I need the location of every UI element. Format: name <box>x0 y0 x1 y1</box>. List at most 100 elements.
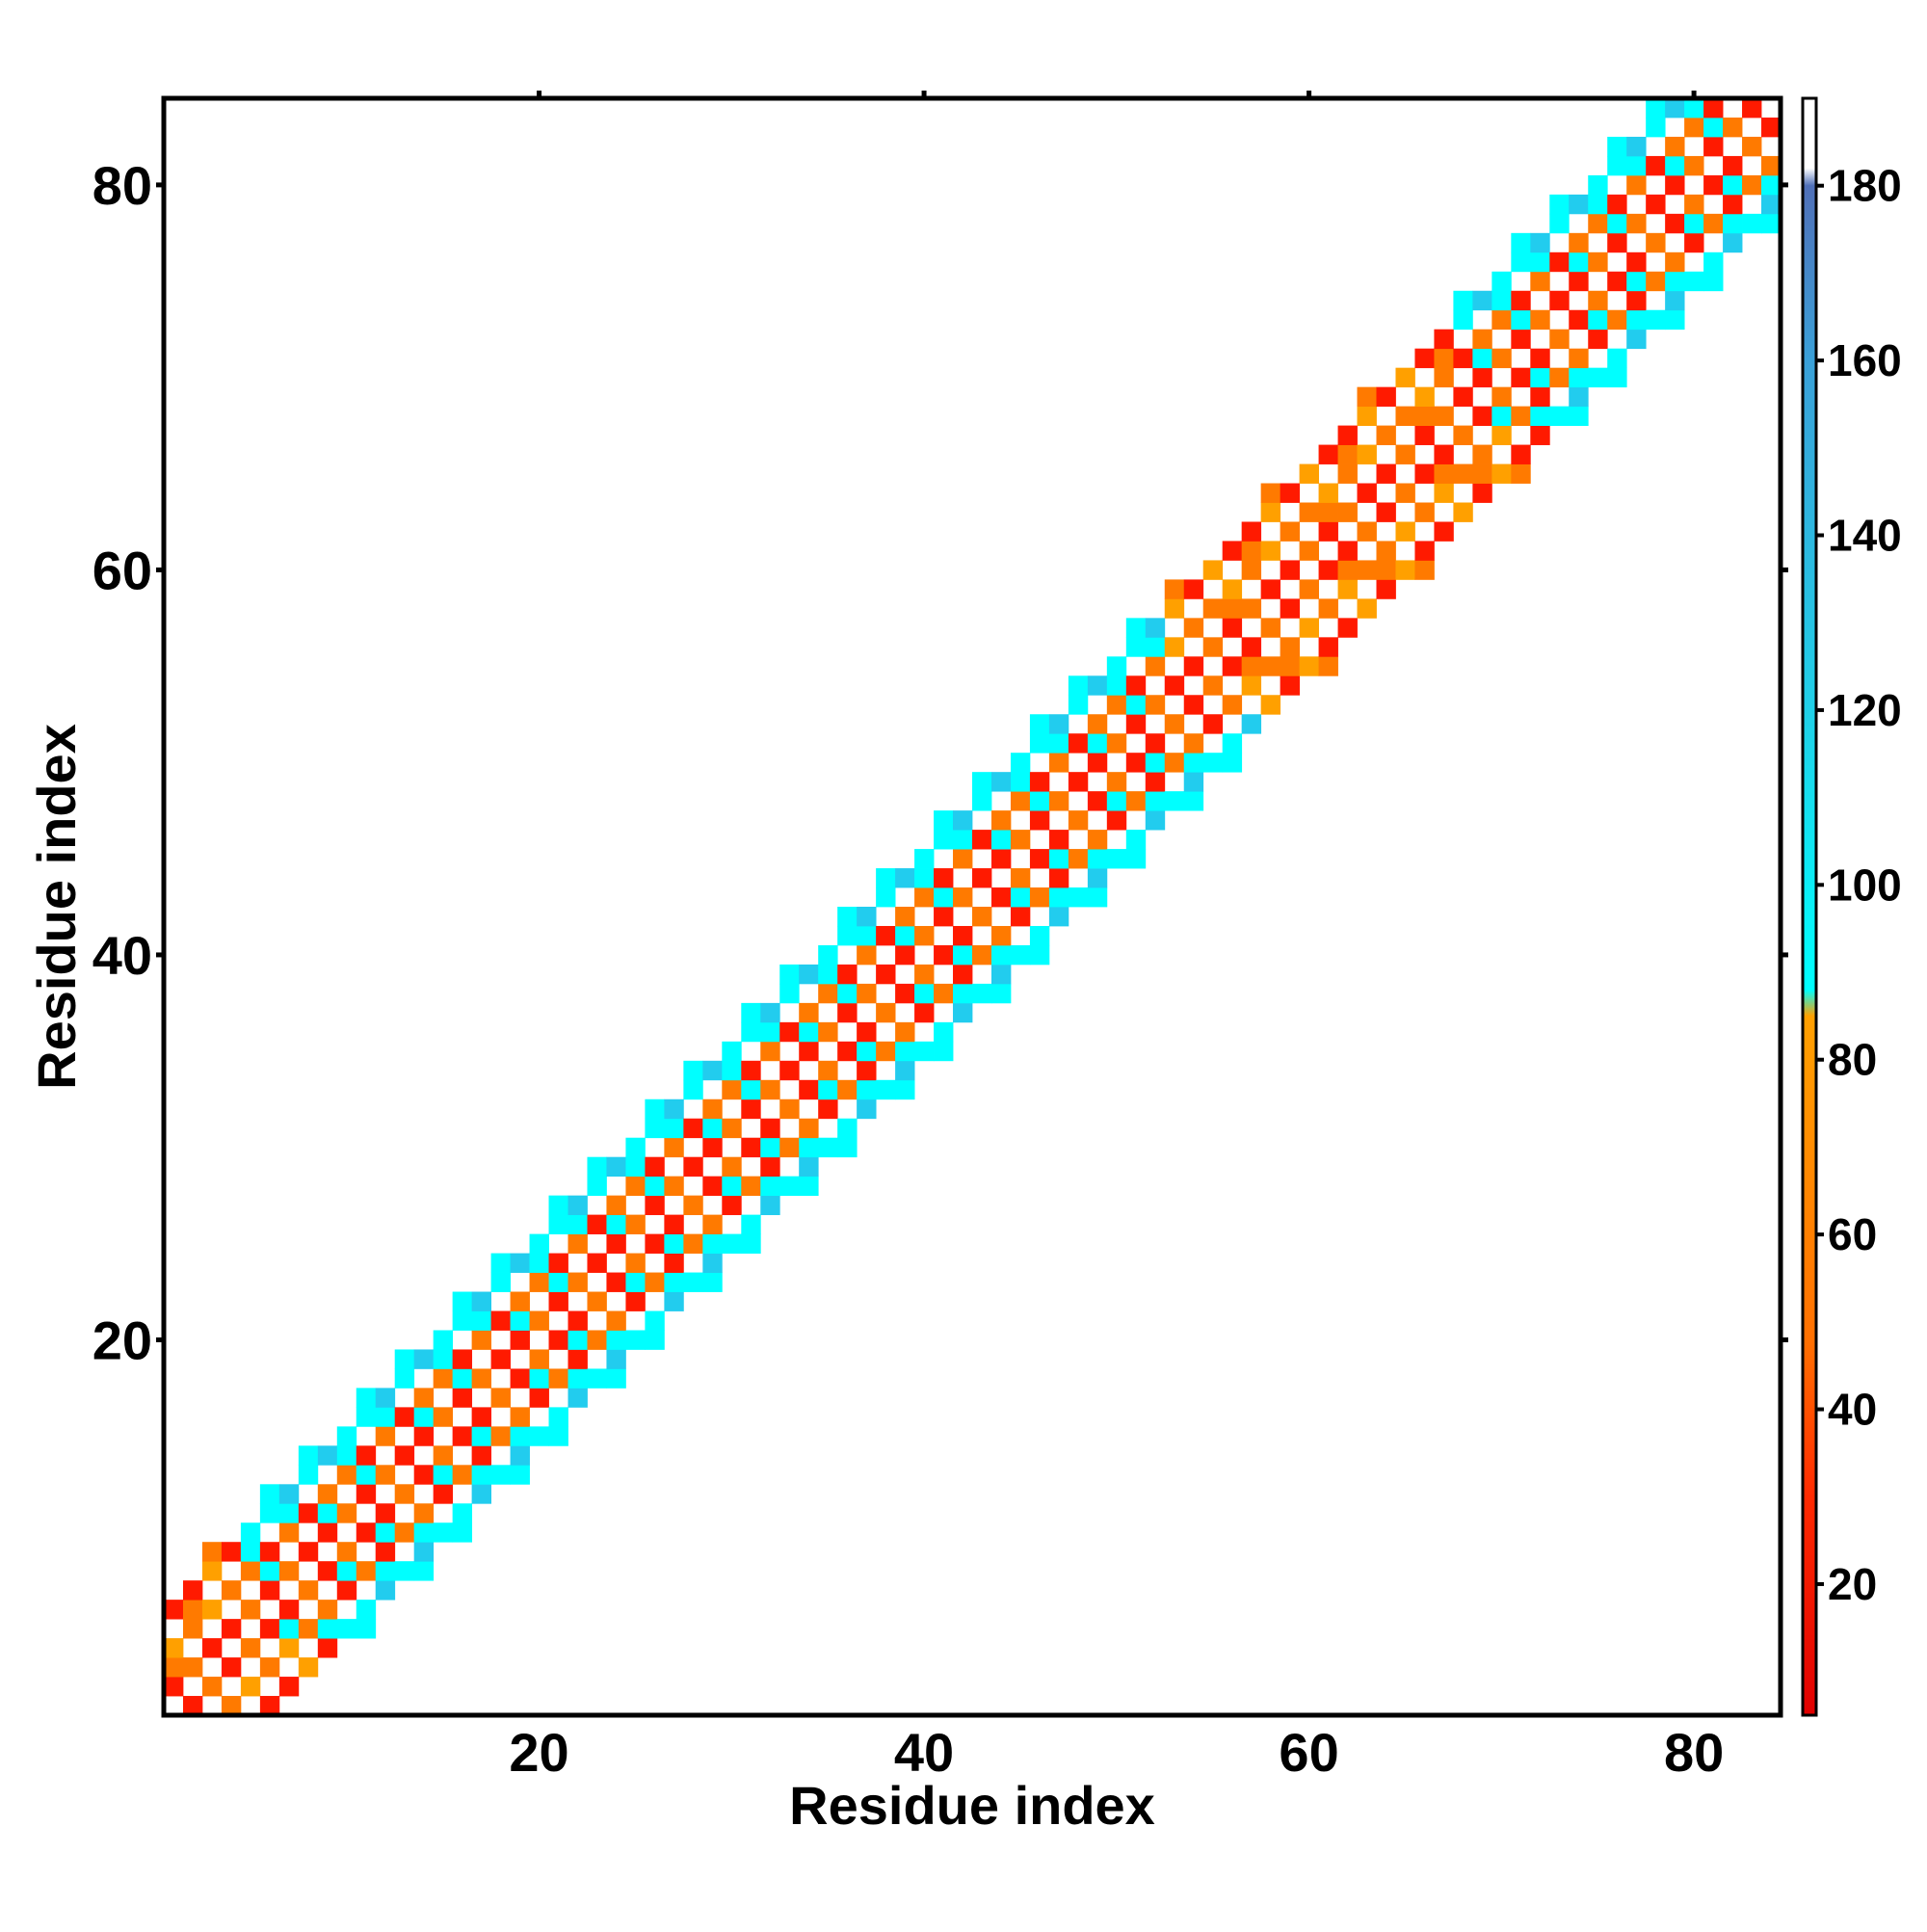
heatmap-cell <box>298 1580 319 1601</box>
heatmap-cell <box>1318 637 1338 657</box>
heatmap-cell <box>1048 907 1069 927</box>
heatmap-cell <box>164 1600 184 1620</box>
colorbar-tick-label: 140 <box>1828 511 1902 561</box>
heatmap-cell <box>1087 849 1108 869</box>
heatmap-cell <box>779 1176 800 1197</box>
heatmap-cell <box>201 1561 223 1581</box>
heatmap-cell <box>1434 521 1454 542</box>
x-tick-label: 40 <box>894 1722 954 1783</box>
heatmap-cell <box>1280 637 1300 657</box>
heatmap-cell <box>317 1561 338 1581</box>
heatmap-cell <box>1280 521 1300 542</box>
heatmap-cell <box>433 1349 454 1369</box>
heatmap-cell <box>259 1542 280 1562</box>
heatmap-cell <box>1125 618 1147 638</box>
heatmap-cell <box>452 1426 473 1446</box>
heatmap-cell <box>1569 386 1589 408</box>
heatmap-cell <box>356 1600 377 1620</box>
heatmap-cell <box>1491 463 1512 484</box>
heatmap-cell <box>201 1542 223 1562</box>
heatmap-cell <box>990 983 1012 1004</box>
heatmap-cell <box>510 1407 530 1427</box>
heatmap-cell <box>664 1214 684 1234</box>
heatmap-cell <box>1260 579 1281 599</box>
colorbar <box>1801 96 1818 1717</box>
heatmap-cell <box>510 1330 530 1350</box>
heatmap-cell <box>490 1272 511 1292</box>
heatmap-cell <box>356 1407 377 1427</box>
heatmap-cell <box>645 1098 665 1120</box>
heatmap-cell <box>895 1021 915 1043</box>
heatmap-cell <box>1068 810 1089 831</box>
heatmap-cell <box>1087 868 1108 888</box>
heatmap-cell <box>1106 772 1127 792</box>
heatmap-cell <box>1414 386 1435 408</box>
heatmap-cell <box>1376 463 1396 484</box>
heatmap-cell <box>1665 251 1685 273</box>
heatmap-cell <box>452 1503 473 1523</box>
heatmap-cell <box>799 1156 819 1178</box>
heatmap-cell <box>1260 541 1281 561</box>
heatmap-cell <box>722 1041 742 1062</box>
heatmap-cell <box>1145 618 1166 638</box>
heatmap-cell <box>182 1619 203 1639</box>
heatmap-cell <box>722 1118 742 1139</box>
heatmap-cell <box>1202 753 1224 773</box>
heatmap-cell <box>1357 521 1377 542</box>
heatmap-cell <box>837 907 858 927</box>
heatmap-cell <box>1048 714 1069 734</box>
heatmap-cell <box>1434 483 1454 503</box>
heatmap-cell <box>1414 425 1435 445</box>
heatmap-cell <box>1241 560 1262 580</box>
heatmap-cell <box>1395 560 1415 580</box>
heatmap-cell <box>857 925 877 946</box>
heatmap-cell <box>1145 753 1166 773</box>
heatmap-cell <box>857 907 877 927</box>
heatmap-cell <box>298 1619 319 1639</box>
heatmap-cell <box>1029 944 1050 966</box>
heatmap-cell <box>760 1195 780 1216</box>
heatmap-cell <box>1472 367 1492 388</box>
heatmap-cell <box>972 830 992 850</box>
heatmap-cell <box>818 1060 838 1081</box>
heatmap-cell <box>1646 271 1666 292</box>
heatmap-cell <box>1010 753 1031 773</box>
heatmap-cell <box>1607 271 1627 292</box>
heatmap-cell <box>818 983 838 1004</box>
heatmap-cell <box>1318 521 1338 542</box>
heatmap-cell <box>1626 136 1647 157</box>
heatmap-cell <box>1607 367 1627 388</box>
heatmap-cell <box>1337 425 1358 445</box>
heatmap-cell <box>1241 656 1262 676</box>
heatmap-cell <box>741 1214 761 1234</box>
heatmap-cell <box>837 925 858 946</box>
heatmap-cell <box>1511 329 1531 350</box>
heatmap-cell <box>1511 444 1531 464</box>
heatmap-cell <box>1337 560 1358 580</box>
heatmap-cell <box>433 1407 454 1427</box>
heatmap-cell <box>1164 791 1185 811</box>
heatmap-cell <box>1087 733 1108 754</box>
heatmap-cell <box>914 887 935 908</box>
heatmap-cell <box>1106 733 1127 754</box>
heatmap-cell <box>1106 656 1127 676</box>
heatmap-cell <box>452 1310 473 1331</box>
heatmap-cell <box>1646 155 1666 176</box>
heatmap-cell <box>818 1021 838 1043</box>
heatmap-cell <box>895 907 915 927</box>
heatmap-cell <box>741 1098 761 1120</box>
heatmap-cell <box>452 1465 473 1485</box>
heatmap-cell <box>722 1176 742 1197</box>
heatmap-cell <box>240 1677 261 1697</box>
heatmap-cell <box>645 1176 665 1197</box>
heatmap-cell <box>1029 925 1050 946</box>
heatmap-cell <box>972 944 992 966</box>
colorbar-tick-label: 60 <box>1828 1209 1877 1259</box>
heatmap-cell <box>895 983 915 1004</box>
heatmap-cell <box>259 1580 280 1601</box>
heatmap-cell <box>587 1368 607 1389</box>
heatmap-cell <box>645 1233 665 1254</box>
heatmap-cell <box>1569 406 1589 426</box>
heatmap-cell <box>259 1561 280 1581</box>
y-tick-label: 60 <box>92 540 152 600</box>
